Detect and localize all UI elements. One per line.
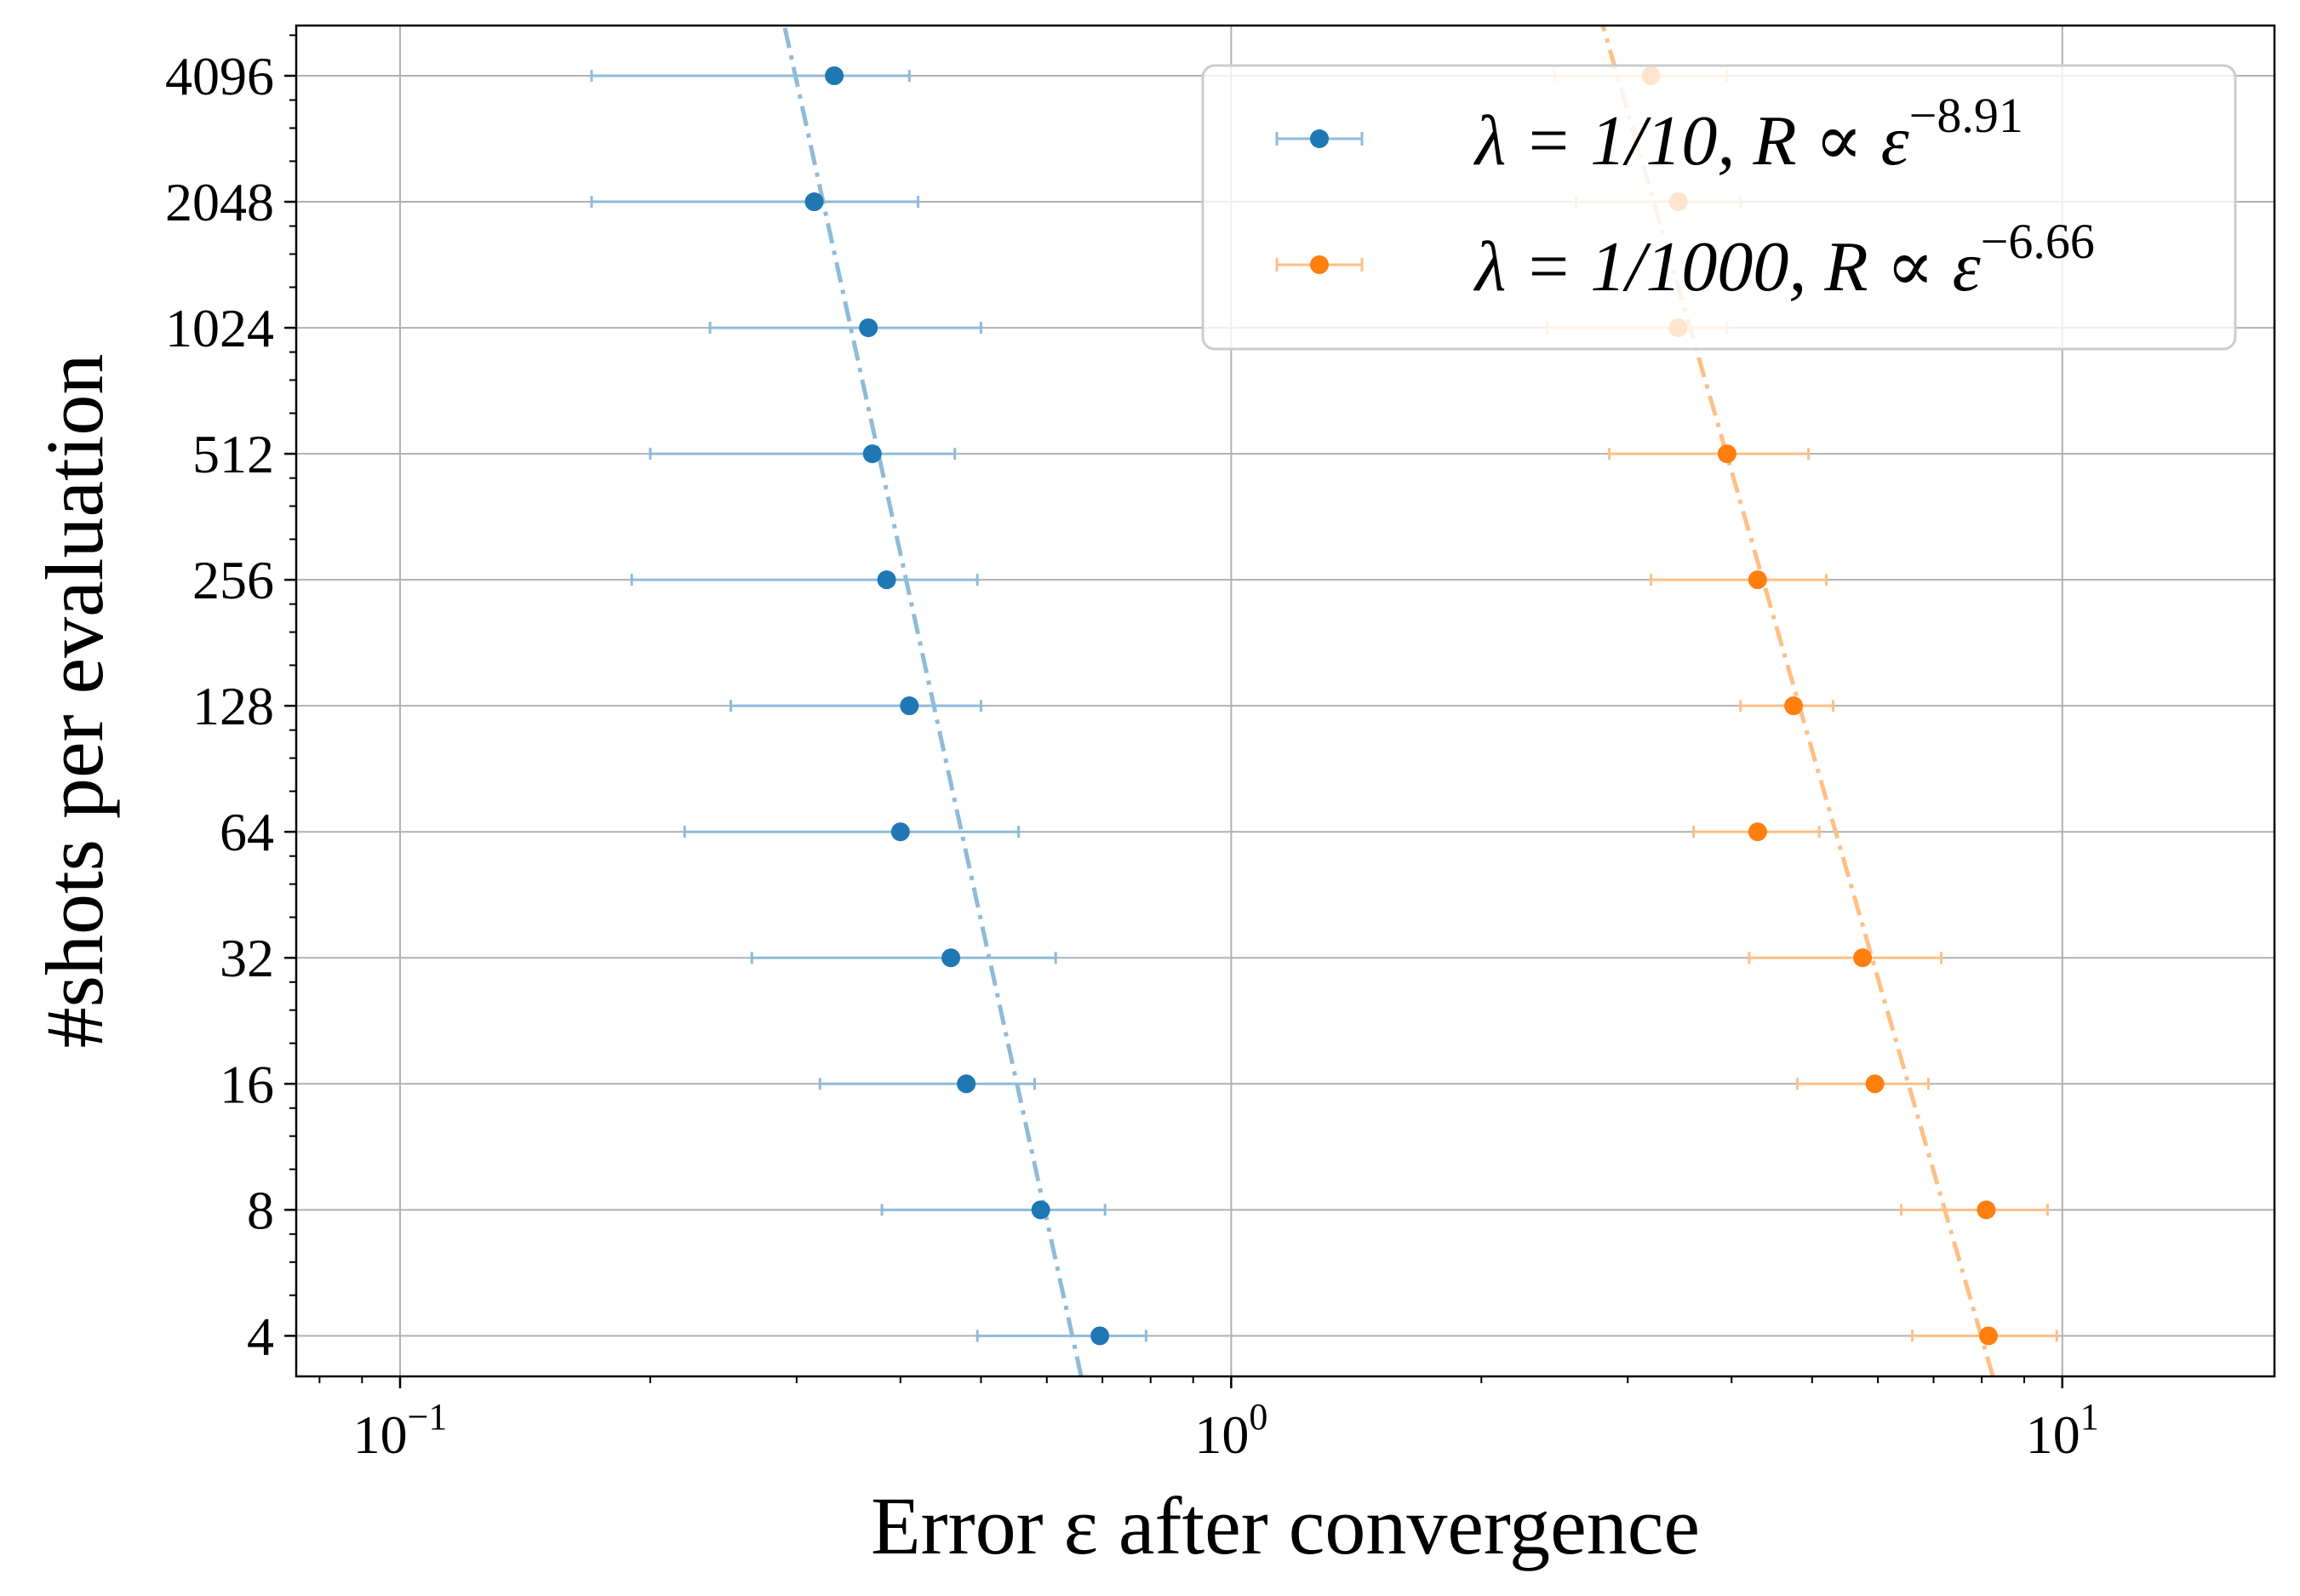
legend: λ = 1/10, R ∝ ε−8.91 λ = 1/1000, R ∝ ε−6.… bbox=[1201, 64, 2237, 351]
data-point bbox=[825, 66, 844, 86]
data-point bbox=[1717, 444, 1736, 464]
x-tick-label: 101 bbox=[2026, 1396, 2099, 1465]
axis-ticks: 10−1 100 101 4 8 16 32 64 128 256 512 1024 2048 4096 bbox=[165, 34, 2099, 1465]
data-point bbox=[804, 192, 824, 212]
data-point bbox=[957, 1074, 976, 1094]
x-tick-label: 10−1 bbox=[353, 1396, 448, 1465]
x-tick-label: 100 bbox=[1194, 1396, 1267, 1465]
legend-marker bbox=[1310, 255, 1329, 274]
y-tick-label: 128 bbox=[192, 676, 274, 736]
series-1 bbox=[590, 66, 1147, 1346]
fit-line-series-1 bbox=[782, 25, 1084, 1377]
data-point bbox=[890, 822, 910, 842]
data-point bbox=[1865, 1074, 1885, 1094]
data-point bbox=[1748, 570, 1767, 590]
y-tick-label: 256 bbox=[192, 550, 274, 610]
legend-label-series-1: λ = 1/10, R ∝ ε−8.91 bbox=[1473, 88, 2023, 180]
data-point bbox=[1977, 1200, 1996, 1220]
y-tick-label: 16 bbox=[220, 1054, 274, 1114]
y-tick-label: 32 bbox=[220, 928, 274, 988]
legend-box bbox=[1201, 64, 2237, 351]
y-axis-label: #shots per evaluation bbox=[29, 354, 120, 1049]
data-point bbox=[1090, 1326, 1110, 1346]
y-tick-label: 1024 bbox=[165, 298, 274, 358]
data-point bbox=[941, 948, 961, 968]
data-point bbox=[877, 570, 896, 590]
x-axis-label: Error ε after convergence bbox=[871, 1480, 1700, 1571]
data-series bbox=[590, 66, 2058, 1346]
data-point bbox=[859, 318, 878, 338]
legend-label-series-2: λ = 1/1000, R ∝ ε−6.66 bbox=[1473, 214, 2095, 306]
data-point bbox=[900, 696, 919, 716]
y-tick-label: 2048 bbox=[165, 172, 274, 232]
legend-marker bbox=[1310, 129, 1329, 148]
data-point bbox=[1853, 948, 1873, 968]
y-tick-label: 64 bbox=[220, 802, 274, 862]
data-point bbox=[862, 444, 882, 464]
y-tick-label: 4 bbox=[247, 1306, 274, 1366]
plot-frame bbox=[295, 24, 2276, 1378]
y-tick-label: 8 bbox=[247, 1180, 274, 1240]
data-point bbox=[1031, 1200, 1050, 1220]
y-tick-label: 4096 bbox=[165, 46, 274, 106]
y-tick-label: 512 bbox=[192, 424, 274, 484]
data-point bbox=[1784, 696, 1804, 716]
data-point bbox=[1748, 822, 1767, 842]
data-point bbox=[1979, 1326, 1999, 1346]
